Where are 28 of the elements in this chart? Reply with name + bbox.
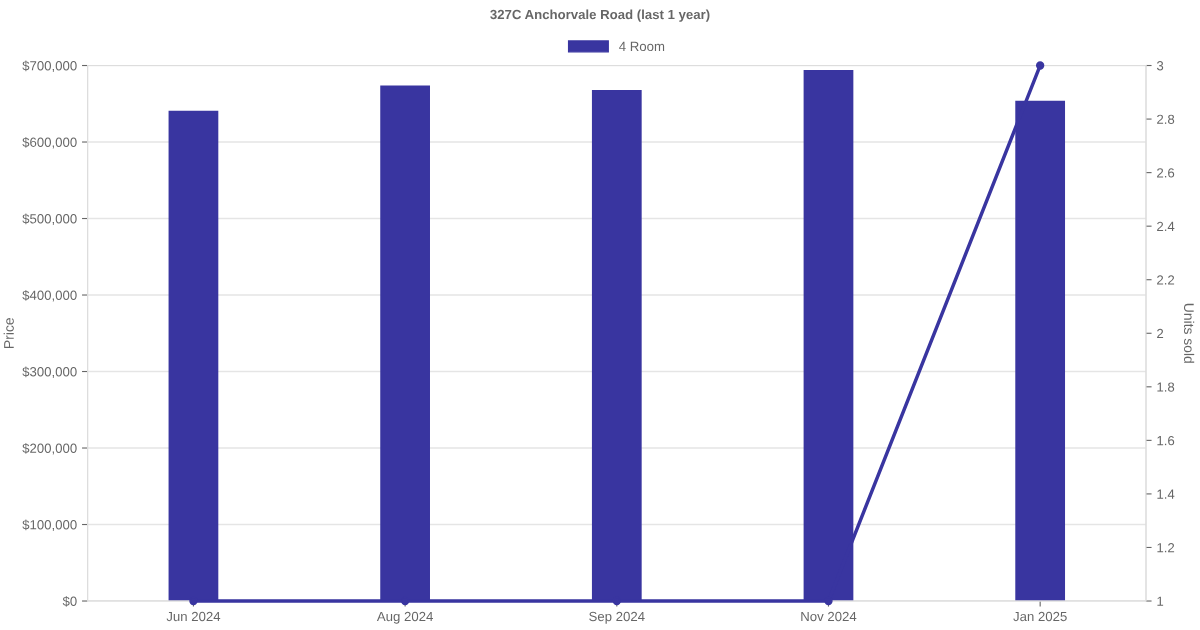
y2-tick-label: 2 xyxy=(1157,328,1164,339)
y2-tick-label: 1.4 xyxy=(1157,489,1175,499)
y2-axis-title: Units sold xyxy=(1184,303,1195,363)
y-tick-label: $300,000 xyxy=(22,366,77,378)
y-tick-label: $400,000 xyxy=(22,290,77,302)
y2-tick-label: 1.6 xyxy=(1157,435,1175,446)
y-tick-label: $100,000 xyxy=(22,519,77,531)
y-tick-label: $600,000 xyxy=(22,137,77,149)
y2-tick-label: 1.2 xyxy=(1157,543,1175,553)
y2-tick-label: 2.8 xyxy=(1157,114,1175,124)
y-tick-label: $0 xyxy=(62,596,77,607)
y2-tick-label: 3 xyxy=(1156,61,1164,71)
x-tick-label: Jun 2024 xyxy=(166,611,221,622)
x-tick-label: Jan 2025 xyxy=(1013,611,1067,622)
y-tick-label: $700,000 xyxy=(22,60,77,72)
y2-tick-label: 2.2 xyxy=(1157,275,1175,285)
x-tick-label: Sep 2024 xyxy=(589,611,645,624)
chart-title: 327C Anchorvale Road (last 1 year) xyxy=(490,9,710,22)
y2-tick-label: 1.8 xyxy=(1157,382,1175,392)
y-tick-label: $500,000 xyxy=(22,213,77,225)
y2-tick-label: 1 xyxy=(1157,596,1164,606)
y2-tick-label: 2.4 xyxy=(1157,221,1175,231)
y-tick-label: $200,000 xyxy=(22,443,77,455)
x-tick-label: Aug 2024 xyxy=(376,611,433,624)
x-tick-label: Nov 2024 xyxy=(801,611,857,622)
legend-label: 4 Room xyxy=(619,41,665,52)
y2-tick-label: 2.6 xyxy=(1157,168,1175,178)
y-axis-title: Price xyxy=(3,318,14,348)
